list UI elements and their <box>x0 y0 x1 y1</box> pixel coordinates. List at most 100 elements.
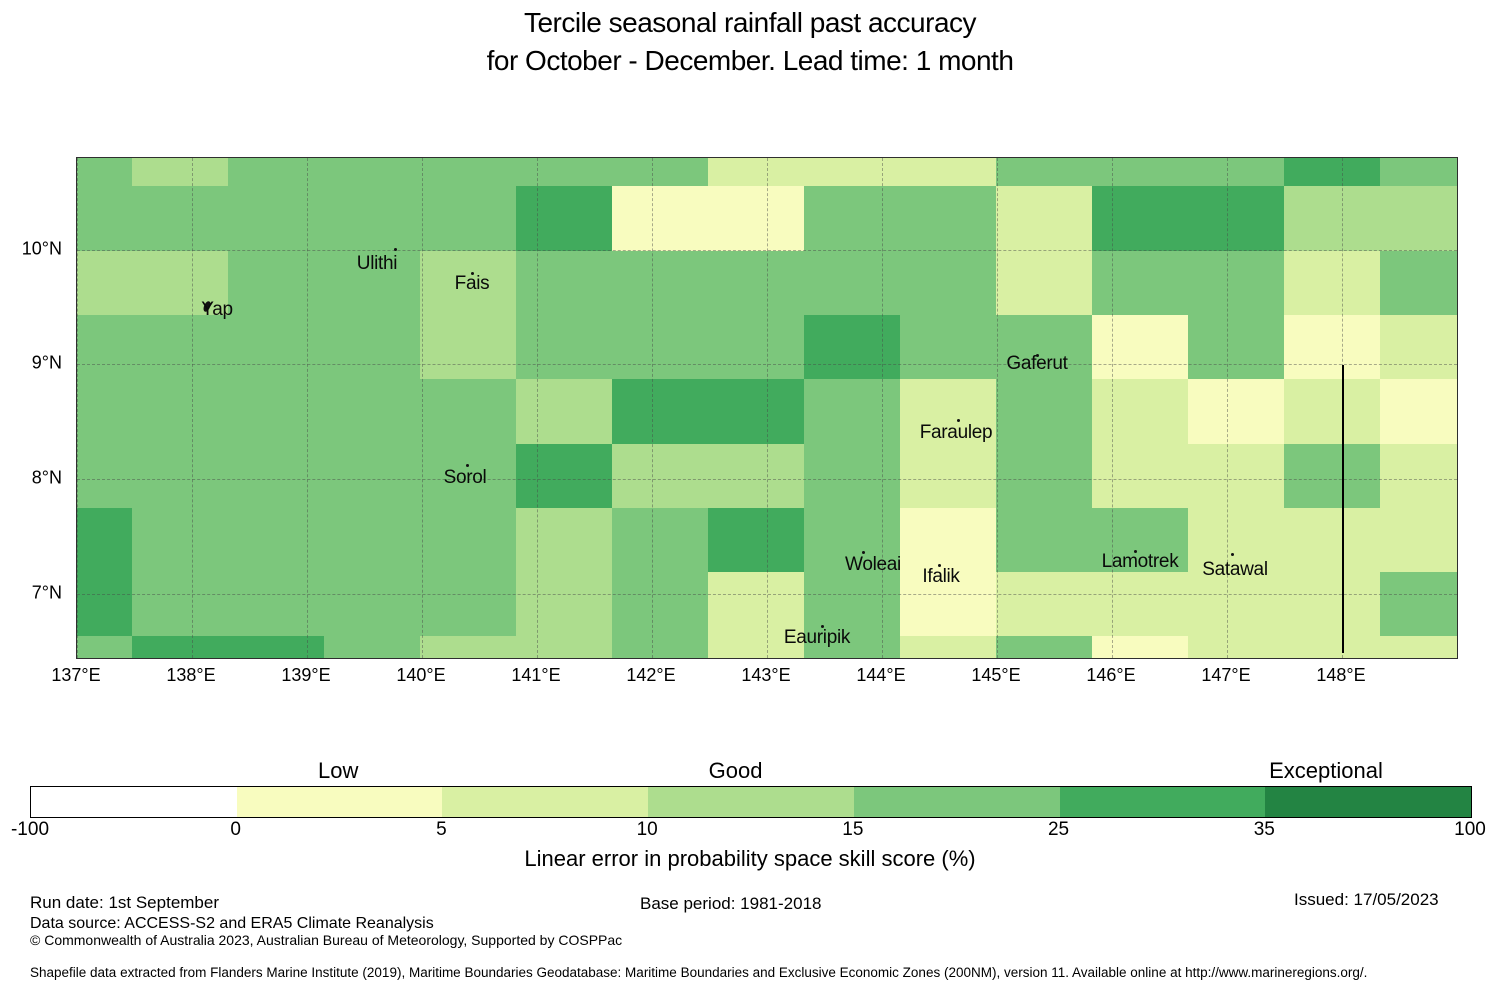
island-label-lamotrek: Lamotrek <box>1101 551 1179 572</box>
colorbar-segment <box>853 787 1060 817</box>
heatmap-cell <box>1284 186 1380 251</box>
heatmap-cell <box>1188 444 1284 508</box>
island-marker-eauripik <box>821 625 824 628</box>
colorbar-segment <box>236 787 443 817</box>
heatmap-cell <box>900 444 996 508</box>
heatmap-cell <box>804 572 900 636</box>
island-marker-gaferut <box>1036 354 1039 357</box>
x-tick-label: 144°E <box>856 665 906 685</box>
heatmap-cell <box>516 186 612 251</box>
eez-boundary-line <box>1342 365 1344 653</box>
heatmap-cell <box>228 508 324 572</box>
island-label-eauripik: Eauripik <box>783 627 851 648</box>
heatmap-cell <box>1188 508 1284 572</box>
heatmap-cell <box>900 158 996 186</box>
heatmap-cell <box>996 572 1092 636</box>
shapefile-attribution-text: Shapefile data extracted from Flanders M… <box>30 965 1368 980</box>
heatmap-cell <box>996 508 1092 572</box>
heatmap-cell <box>1188 636 1284 658</box>
heatmap-cell <box>900 251 996 315</box>
heatmap-cell <box>1188 186 1284 251</box>
longitude-gridline <box>652 158 653 658</box>
x-tick-label: 148°E <box>1316 665 1366 685</box>
y-tick-label: 7°N <box>31 582 62 603</box>
island-marker-woleai <box>862 551 865 554</box>
colorbar-segment <box>442 787 649 817</box>
heatmap-cell <box>228 251 324 315</box>
heatmap-cell <box>228 158 324 186</box>
heatmap-cell <box>612 315 708 379</box>
x-tick-label: 145°E <box>971 665 1021 685</box>
colorbar-category-exceptional: Exceptional <box>1269 758 1383 783</box>
heatmap-cell <box>132 636 228 658</box>
heatmap-cell <box>1092 508 1188 572</box>
heatmap-cell <box>900 315 996 379</box>
heatmap-cell <box>1284 315 1380 379</box>
heatmap-cell <box>1380 315 1457 379</box>
heatmap-cell <box>77 636 132 658</box>
island-label-woleai: Woleai <box>845 554 901 575</box>
heatmap-cell <box>228 186 324 251</box>
island-marker-ifalik <box>938 564 941 567</box>
heatmap-cell <box>77 315 132 379</box>
heatmap-cell <box>1284 379 1380 444</box>
heatmap-cell <box>516 636 612 658</box>
island-label-yap: Yap <box>201 299 233 320</box>
colorbar-tick-label: 0 <box>230 819 241 840</box>
heatmap-cell <box>996 251 1092 315</box>
island-label-gaferut: Gaferut <box>1006 353 1068 374</box>
colorbar-segment <box>648 787 854 817</box>
heatmap-cell <box>1188 379 1284 444</box>
heatmap-cell <box>708 158 804 186</box>
heatmap-cell <box>228 572 324 636</box>
heatmap-cell <box>1284 636 1380 658</box>
heatmap-cell <box>900 572 996 636</box>
colorbar-tick-label: 100 <box>1454 819 1486 840</box>
island-marker-sorol <box>466 464 469 467</box>
x-tick-label: 142°E <box>626 665 676 685</box>
colorbar-segment <box>1059 787 1266 817</box>
heatmap-cell <box>516 158 612 186</box>
longitude-gridline <box>997 158 998 658</box>
heatmap-cell <box>228 636 324 658</box>
island-label-sorol: Sorol <box>443 467 487 488</box>
heatmap-cell <box>324 444 420 508</box>
longitude-gridline <box>422 158 423 658</box>
heatmap-cell <box>324 636 420 658</box>
colorbar-tick-label: 10 <box>636 819 658 840</box>
heatmap-cell <box>228 444 324 508</box>
longitude-gridline <box>1112 158 1113 658</box>
colorbar-category-low: Low <box>317 758 359 783</box>
heatmap-cell <box>804 251 900 315</box>
heatmap-cell <box>1284 251 1380 315</box>
x-tick-label: 140°E <box>396 665 446 685</box>
x-tick-label: 146°E <box>1086 665 1136 685</box>
y-tick-label: 8°N <box>31 467 62 488</box>
heatmap-cell <box>1380 508 1457 572</box>
x-tick-label: 141°E <box>511 665 561 685</box>
heatmap-cell <box>132 379 228 444</box>
heatmap-cell <box>804 315 900 379</box>
heatmap-cell <box>1092 636 1188 658</box>
island-marker-ulithi <box>394 248 397 251</box>
island-label-ifalik: Ifalik <box>922 566 960 587</box>
heatmap-cell <box>1380 444 1457 508</box>
longitude-gridline <box>192 158 193 658</box>
heatmap-cell <box>324 572 420 636</box>
island-label-satawal: Satawal <box>1202 559 1268 580</box>
heatmap-cell <box>1284 572 1380 636</box>
heatmap-cell <box>516 444 612 508</box>
heatmap-cell <box>420 186 516 251</box>
heatmap-cell <box>996 444 1092 508</box>
heatmap-cell <box>612 158 708 186</box>
heatmap-cell <box>516 379 612 444</box>
heatmap-cell <box>516 251 612 315</box>
heatmap-cell <box>612 444 708 508</box>
heatmap-cell <box>1188 572 1284 636</box>
heatmap-cell <box>420 508 516 572</box>
colorbar-segment <box>1265 787 1472 817</box>
x-tick-label: 137°E <box>51 665 101 685</box>
heatmap-cell <box>132 251 228 315</box>
copyright-text: © Commonwealth of Australia 2023, Austra… <box>30 932 623 948</box>
base-period-text: Base period: 1981-2018 <box>640 894 822 913</box>
